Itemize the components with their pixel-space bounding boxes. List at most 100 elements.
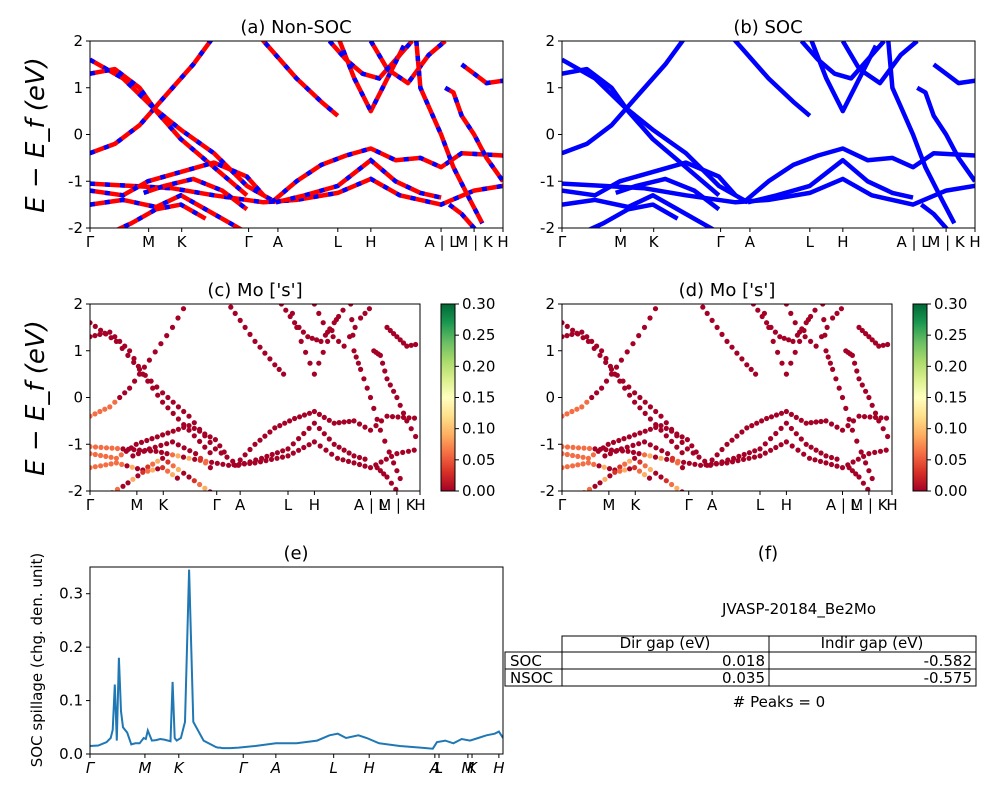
- projection-point: [751, 454, 758, 460]
- projection-point: [362, 463, 368, 469]
- band-line-blue-dash: [90, 66, 249, 198]
- projection-point: [597, 352, 603, 358]
- projection-point: [341, 343, 347, 349]
- projection-point: [145, 464, 151, 470]
- projection-point: [336, 420, 342, 426]
- projection-point: [109, 445, 115, 451]
- projection-point: [689, 443, 695, 449]
- colorbar-tick-label: 0.10: [934, 420, 967, 438]
- projection-point: [374, 465, 380, 471]
- projection-point: [207, 434, 213, 440]
- projection-point: [866, 394, 872, 401]
- panel-c-ytick-label: -1: [68, 435, 83, 453]
- projection-point: [277, 423, 283, 429]
- projection-point: [393, 486, 399, 491]
- projection-point: [283, 307, 289, 313]
- projection-point: [413, 341, 419, 348]
- projection-point: [191, 478, 197, 484]
- band-line-soc: [562, 193, 716, 228]
- panel-c-ytick-label: 1: [73, 342, 83, 360]
- projection-point: [580, 454, 586, 460]
- projection-point: [98, 463, 104, 469]
- projection-point: [822, 332, 828, 338]
- projection-point: [362, 424, 368, 430]
- projection-point: [576, 493, 581, 498]
- projection-point: [746, 455, 752, 461]
- projection-point: [850, 418, 857, 424]
- projection-point: [366, 306, 372, 312]
- projection-point: [186, 427, 192, 433]
- projection-point: [397, 337, 403, 343]
- projection-point: [144, 437, 150, 444]
- projection-point: [314, 337, 320, 343]
- projection-point: [777, 334, 783, 340]
- projection-point: [679, 434, 685, 440]
- projection-point: [198, 455, 204, 461]
- projection-point: [98, 444, 104, 450]
- projection-point: [92, 451, 98, 458]
- projection-point: [400, 340, 407, 346]
- panel-a-ytick-label: -1: [68, 172, 83, 190]
- projection-point: [353, 354, 359, 360]
- colorbar-tick-label: 0.10: [462, 420, 495, 438]
- projection-point: [371, 405, 377, 411]
- projection-point: [350, 332, 356, 338]
- gap-table: JVASP-20184_Be2Mo Dir gap (eV) Indir gap…: [504, 600, 977, 711]
- projection-point: [114, 445, 121, 452]
- projection-point: [193, 451, 199, 457]
- projection-point: [301, 412, 308, 418]
- projection-point: [813, 419, 819, 425]
- projection-point: [349, 317, 355, 323]
- panel-b-xtick-label: Γ: [558, 233, 567, 251]
- projection-point: [131, 359, 137, 365]
- panel-d-xtick-label: A | L: [826, 496, 860, 514]
- projection-point: [793, 414, 799, 420]
- band-line-blue-dash: [337, 41, 406, 117]
- projection-point: [323, 447, 329, 453]
- projection-point: [311, 420, 317, 426]
- projection-point: [613, 364, 620, 370]
- projection-point: [592, 483, 598, 489]
- projection-point: [739, 356, 745, 362]
- projection-point: [821, 317, 827, 323]
- projection-point: [636, 441, 642, 447]
- projection-point: [773, 412, 780, 418]
- projection-point: [849, 427, 856, 433]
- projection-point: [562, 444, 565, 450]
- projection-point: [802, 334, 808, 340]
- projection-point: [750, 304, 756, 307]
- projection-point: [632, 390, 638, 396]
- projection-point: [679, 450, 685, 456]
- projection-point: [867, 414, 873, 420]
- band-line-blue-dash: [115, 202, 207, 228]
- projection-point: [863, 331, 869, 337]
- projection-point: [221, 449, 227, 455]
- projection-point: [133, 441, 139, 447]
- projection-point: [289, 310, 295, 316]
- projection-point: [793, 431, 799, 437]
- projection-point: [158, 442, 164, 448]
- projection-point: [746, 450, 753, 456]
- panel-c-title: (c) Mo ['s']: [207, 280, 302, 301]
- projection-point: [117, 338, 123, 344]
- projection-point: [268, 456, 275, 462]
- projection-point: [562, 451, 565, 457]
- projection-point: [741, 451, 747, 458]
- projection-point: [562, 320, 565, 326]
- projection-point: [877, 448, 884, 454]
- projection-point: [601, 464, 607, 470]
- projection-point: [724, 441, 730, 447]
- projection-point: [169, 472, 176, 478]
- projection-point: [127, 385, 133, 391]
- band-line-soc: [840, 41, 919, 86]
- projection-point: [707, 462, 714, 468]
- projection-point: [102, 406, 108, 412]
- projection-point: [181, 408, 187, 415]
- projection-point: [383, 456, 389, 462]
- projection-point: [642, 428, 648, 434]
- projection-point: [207, 450, 213, 456]
- projection-point: [729, 344, 735, 350]
- projection-point: [797, 338, 803, 344]
- projection-point: [311, 439, 317, 445]
- projection-point: [404, 343, 410, 349]
